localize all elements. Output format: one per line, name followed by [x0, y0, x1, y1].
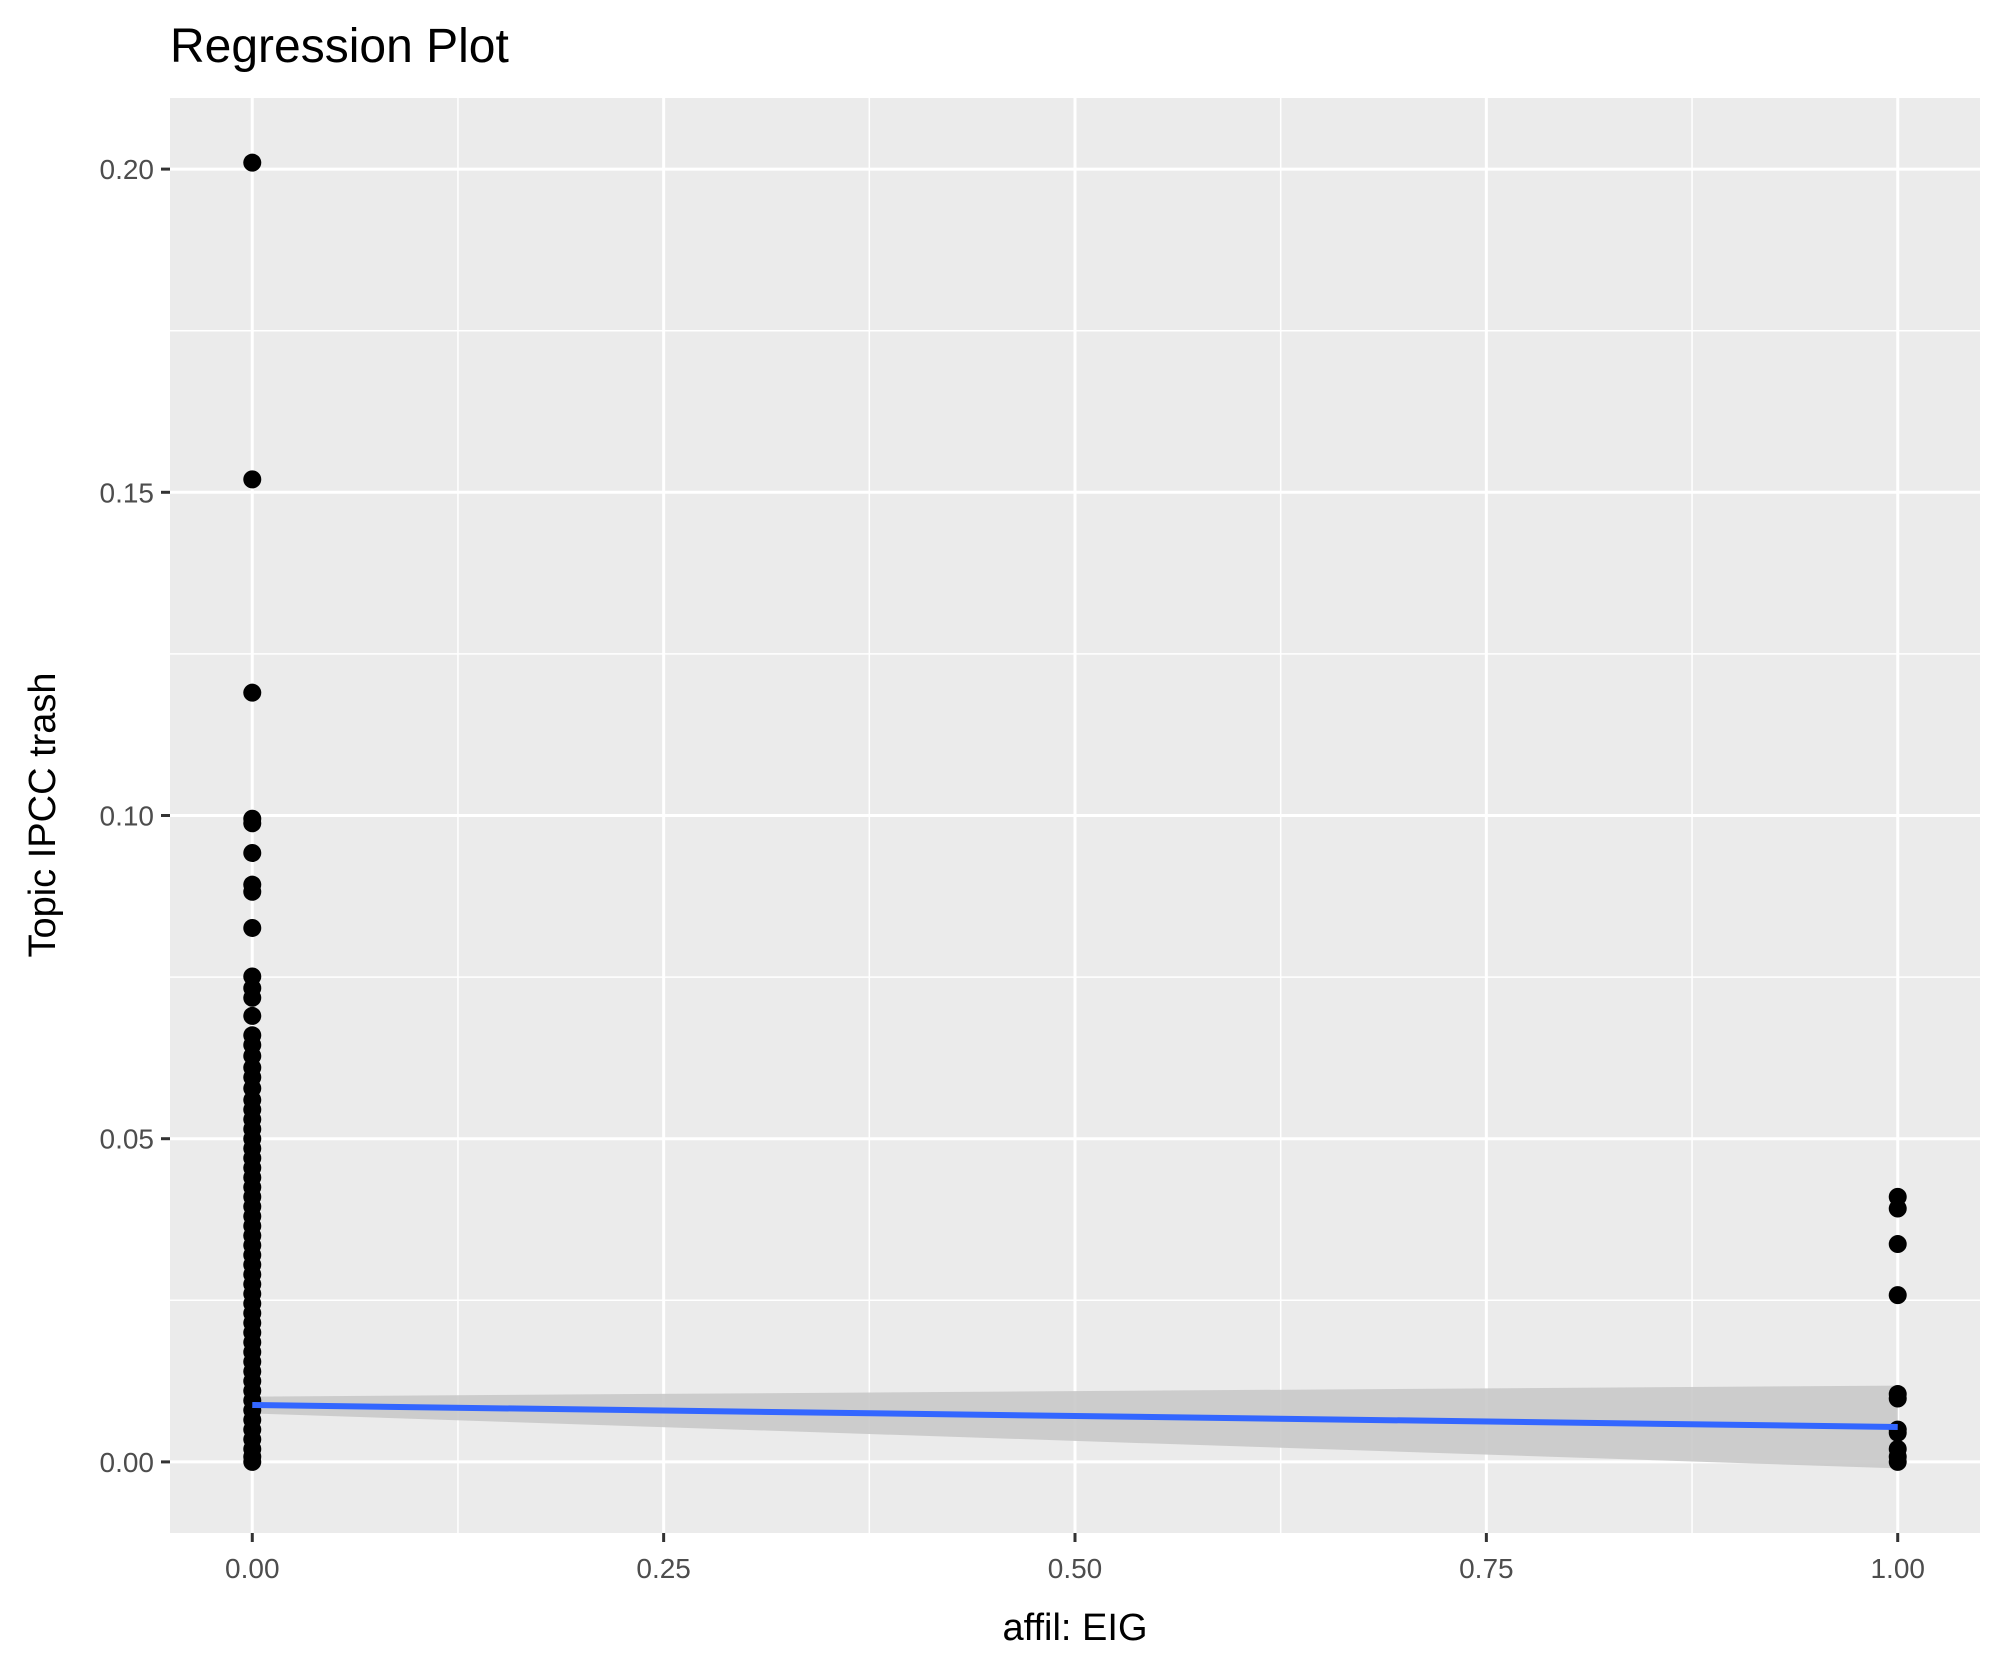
- data-point: [243, 1452, 262, 1471]
- data-points: [243, 153, 1907, 1471]
- data-point: [1888, 1235, 1907, 1254]
- data-point: [1888, 1389, 1907, 1408]
- confidence-band-layer: [252, 1385, 1898, 1469]
- data-point: [243, 683, 262, 702]
- major-gridlines: [170, 98, 1980, 1533]
- data-point: [1888, 1199, 1907, 1218]
- data-point: [243, 988, 262, 1007]
- x-tick-label: 0.75: [1459, 1553, 1514, 1584]
- y-tick-label: 0.10: [100, 801, 155, 832]
- data-point: [243, 470, 262, 489]
- x-tick-label: 1.00: [1870, 1553, 1925, 1584]
- y-tick-label: 0.15: [100, 477, 155, 508]
- y-tick-label: 0.00: [100, 1447, 155, 1478]
- x-tick-label: 0.50: [1048, 1553, 1103, 1584]
- data-point: [243, 153, 262, 172]
- data-point: [243, 882, 262, 901]
- confidence-band: [252, 1385, 1898, 1469]
- y-axis-title: Topic IPCC trash: [22, 672, 64, 957]
- data-point: [243, 1006, 262, 1025]
- y-axis-ticks: 0.00 0.05 0.10 0.15 0.20: [100, 154, 170, 1478]
- x-tick-label: 0.25: [636, 1553, 691, 1584]
- regression-line-layer: [252, 1402, 1898, 1430]
- data-point: [243, 918, 262, 937]
- chart-title: Regression Plot: [170, 20, 509, 73]
- data-point: [243, 843, 262, 862]
- data-point: [1888, 1452, 1907, 1471]
- x-tick-label: 0.00: [225, 1553, 280, 1584]
- y-tick-label: 0.20: [100, 154, 155, 185]
- x-axis-ticks: 0.00 0.25 0.50 0.75 1.00: [225, 1533, 1925, 1584]
- x-axis-title: affil: EIG: [1002, 1607, 1147, 1649]
- regression-line: [252, 1402, 1898, 1430]
- data-point: [243, 814, 262, 833]
- y-tick-label: 0.05: [100, 1124, 155, 1155]
- data-point: [1888, 1286, 1907, 1305]
